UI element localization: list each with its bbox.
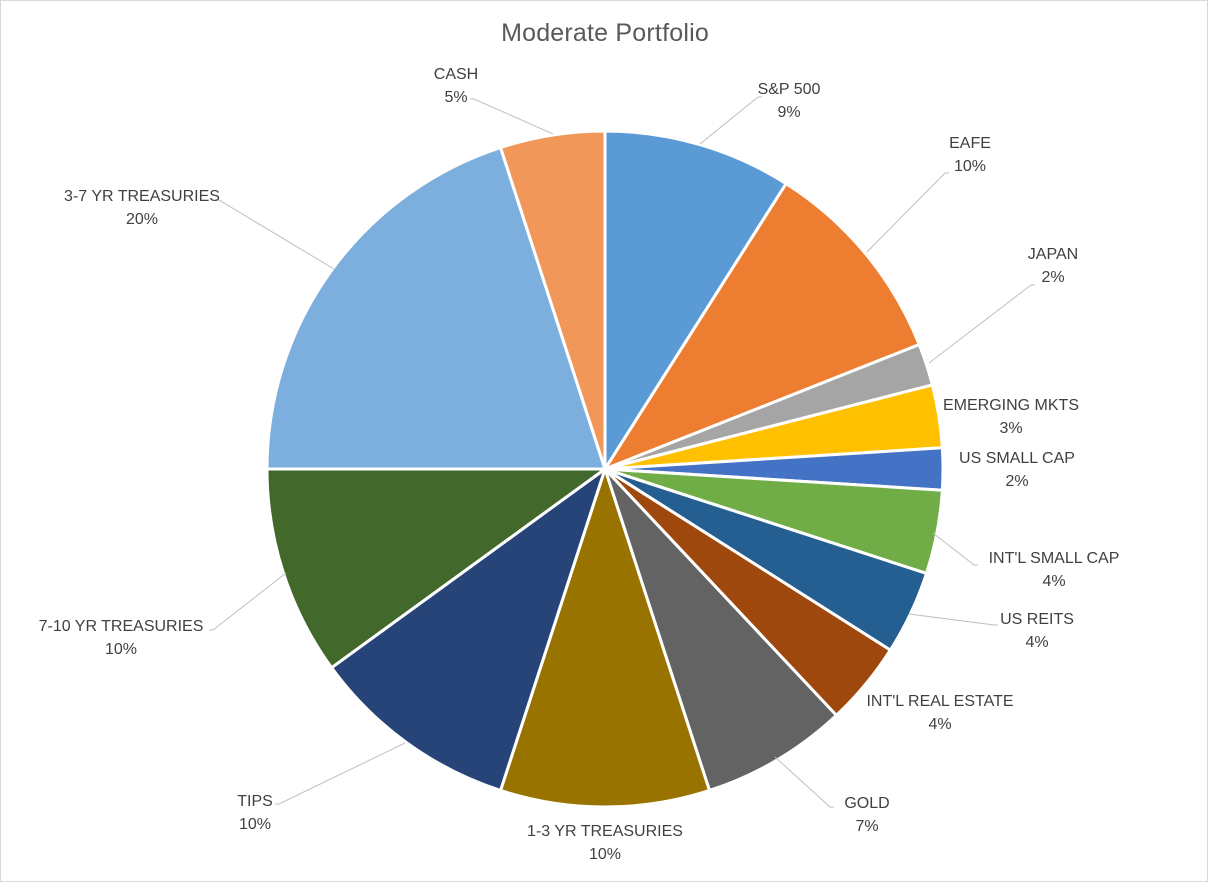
pie-slice-3-7-yr-treasuries [265,146,607,471]
leader-lines [209,96,1035,808]
pie-slices [265,129,945,809]
data-label-name-us-small-cap: US SMALL CAP [959,450,1075,467]
data-label-name-tips: TIPS [237,793,273,810]
data-label-value-cash: 5% [444,89,467,106]
leader-line-cash [470,98,554,135]
leader-line-7-10-yr-treasuries [209,572,287,631]
data-label-value-tips: 10% [239,816,271,833]
data-label-name-int-l-small-cap: INT'L SMALL CAP [989,550,1120,567]
data-label-value-gold: 7% [855,818,878,835]
data-label-name-int-l-real-estate: INT'L REAL ESTATE [866,693,1013,710]
data-label-name-gold: GOLD [844,795,889,812]
data-label-name-3-7-yr-treasuries: 3-7 YR TREASURIES [64,188,220,205]
data-label-value-int-l-small-cap: 4% [1042,573,1065,590]
pie-slice-cash [499,129,607,471]
data-label-name-1-3-yr-treasuries: 1-3 YR TREASURIES [527,823,683,840]
pie-slice-1-3-yr-treasuries [499,467,711,809]
data-labels: S&P 500 9% EAFE 10% JAPAN 2% EMERGING MKTS 3% US… [39,66,1120,863]
data-label-value-3-7-yr-treasuries: 20% [126,211,158,228]
pie-slice-7-10-yr-treasuries [265,467,607,670]
data-label-name-us-reits: US REITS [1000,611,1074,628]
data-label-value-eafe: 10% [954,158,986,175]
pie-slice-eafe [603,182,921,471]
pie-slice-gold [603,467,838,792]
leader-line-eafe [866,172,949,253]
data-label-value-us-small-cap: 2% [1005,473,1028,490]
data-label-name-japan: JAPAN [1028,246,1078,263]
data-label-name-emerging-mkts: EMERGING MKTS [943,397,1079,414]
data-label-value-1-3-yr-treasuries: 10% [589,846,621,863]
data-label-value-int-l-real-estate: 4% [928,716,951,733]
data-label-name-eafe: EAFE [949,135,991,152]
data-label-name-7-10-yr-treasuries: 7-10 YR TREASURIES [39,618,204,635]
leader-line-3-7-yr-treasuries [215,199,335,270]
chart-title: Moderate Portfolio [501,19,709,47]
leader-line-us-reits [908,613,998,626]
data-label-name-cash: CASH [434,66,478,83]
data-label-value-emerging-mkts: 3% [999,420,1022,437]
data-label-value-s-p-500: 9% [777,104,800,121]
data-label-value-japan: 2% [1041,269,1064,286]
leader-line-s-p-500 [699,96,762,145]
leader-line-tips [275,742,406,805]
leader-line-gold [774,756,834,808]
leader-line-int-l-small-cap [932,532,978,566]
data-label-value-us-reits: 4% [1025,634,1048,651]
pie-slice-s-p-500 [603,129,788,471]
leader-line-japan [928,284,1035,364]
data-label-value-7-10-yr-treasuries: 10% [105,641,137,658]
data-label-name-s-p-500: S&P 500 [758,81,821,98]
pie-slice-tips [330,467,607,792]
